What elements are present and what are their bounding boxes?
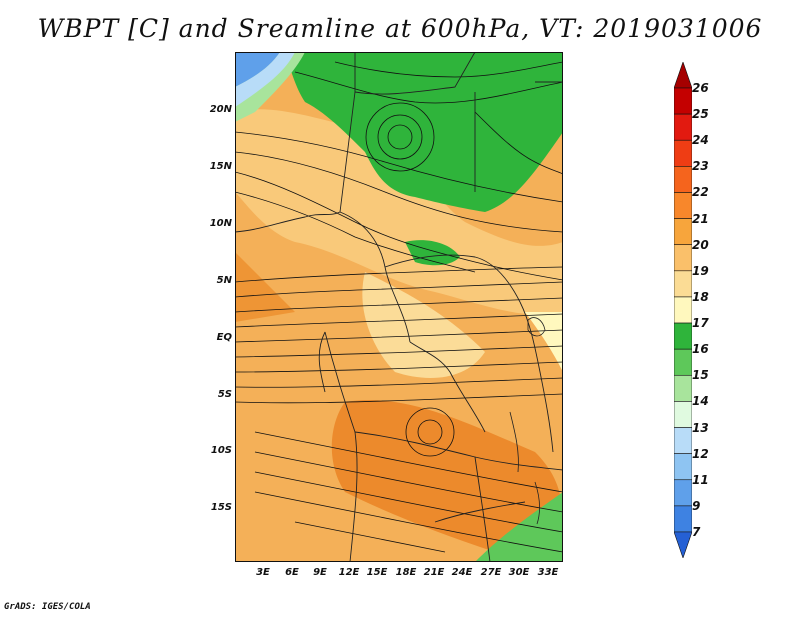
colorbar-label: 26 [692,81,709,95]
colorbar-cell [674,270,692,298]
field-green-north [285,52,563,212]
colorbar-label: 12 [692,446,709,461]
field-dark-orange-west [235,252,295,322]
lon-label-15e: 15E [366,567,388,578]
colorbar-label: 7 [692,525,701,539]
colorbar-cell [674,139,692,167]
map-canvas [235,52,563,562]
colorbar-cell [674,87,692,115]
lat-label-15s: 15S [210,502,232,513]
colorbar-label: 13 [692,420,709,435]
lon-label-18e: 18E [395,567,417,578]
colorbar-cell [674,166,692,193]
lat-label-20n: 20N [209,104,232,115]
field-blue-nw [235,52,280,87]
colorbar-cell [674,479,692,507]
lat-label-5n: 5N [216,275,232,286]
grads-credit: GrADS: IGES/COLA [4,602,91,612]
lat-label-10s: 10S [210,445,232,456]
colorbar-cell [674,322,692,350]
colorbar-cell [674,348,692,376]
chart-title: WBPT [C] and Sreamline at 600hPa, VT: 20… [37,14,763,43]
lat-label-15n: 15N [209,161,232,172]
lon-label-27e: 27E [480,567,502,578]
lon-label-24e: 24E [451,567,473,578]
lon-label-12e: 12E [338,567,360,578]
field-green-patch [405,240,460,266]
colorbar-label: 14 [692,394,709,409]
map-panel [235,52,563,562]
streamlines [235,61,563,553]
colorbar-cells [674,62,692,558]
colorbar-cell [674,296,692,324]
colorbar-cell [674,427,692,454]
colorbar-label: 9 [692,498,701,513]
colorbar-label: 16 [692,342,709,357]
country-borders [235,52,563,562]
colorbar-cell [674,453,692,481]
lon-label-21e: 21E [423,567,445,578]
colorbar-cell [674,113,692,141]
field-yellow-east [525,312,563,372]
lon-label-9e: 9E [313,567,327,578]
colorbar-triangle-top [674,62,692,89]
colorbar-label: 21 [692,211,709,226]
colorbar-label: 20 [692,237,709,252]
colorbar-cell [674,192,692,219]
colorbar-label: 17 [692,316,709,331]
colorbar-label: 23 [692,159,709,174]
lakes [509,317,546,525]
map-border [235,52,563,562]
colorbar-label: 22 [692,185,709,200]
colorbar-cell [674,505,692,533]
colorbar-cell [674,244,692,272]
lon-label-6e: 6E [285,567,299,578]
lat-label-5s: 5S [217,389,232,400]
colorbar-label: 11 [692,472,709,487]
lon-label-33e: 33E [537,567,559,578]
colorbar-cell [674,218,692,246]
colorbar-label: 24 [692,133,709,148]
colorbar-label: 19 [692,263,709,278]
colorbar-label: 25 [692,107,709,122]
colorbar-triangle-bottom [674,531,692,558]
lon-label-30e: 30E [508,567,530,578]
colorbar [674,62,692,558]
colorbar-cell [674,401,692,428]
lon-label-3e: 3E [256,567,270,578]
field-dark-orange [331,400,563,552]
lat-label-10n: 10N [209,218,232,229]
field-green-se [475,492,563,562]
field-pale-yellow [362,272,485,378]
colorbar-label: 15 [692,368,709,383]
colorbar-cell [674,374,692,402]
lat-label-eq: EQ [216,332,232,343]
colorbar-label: 18 [692,289,709,304]
field-lightblue-nw [235,52,295,107]
